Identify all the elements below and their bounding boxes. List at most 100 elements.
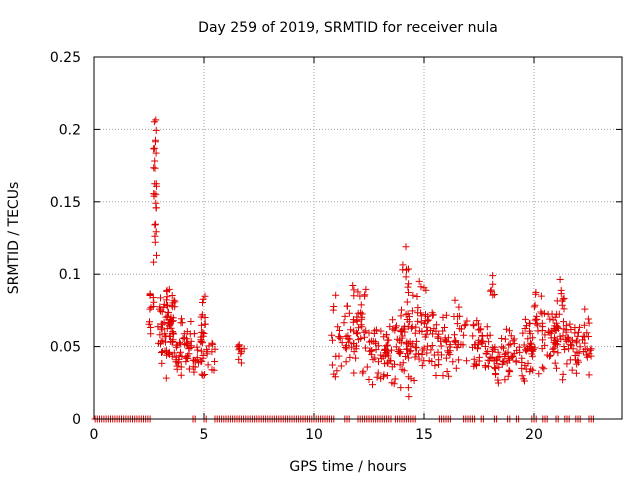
data-point [199,295,207,303]
data-point [405,280,413,288]
data-point [149,303,157,310]
data-point [341,344,349,351]
data-point [341,312,349,320]
data-point [201,371,209,378]
data-point [494,379,502,387]
data-point [163,302,171,310]
data-point [540,309,548,317]
data-point [435,361,443,369]
data-point [336,334,344,342]
data-point [552,326,560,334]
data-point [197,328,205,336]
data-point [485,338,493,346]
data-point [484,362,492,370]
data-point [362,285,370,293]
data-point [547,351,555,359]
data-point [417,318,425,326]
data-point [550,338,558,346]
data-point [182,358,190,366]
data-point [328,361,336,369]
data-point [584,333,592,340]
data-point [427,346,435,354]
data-point [450,337,458,345]
data-point [483,323,491,331]
data-point [490,291,498,298]
data-point [151,221,159,229]
data-point [357,301,365,309]
data-point [402,310,410,318]
data-point [434,334,442,342]
data-point [571,329,579,337]
data-point [392,343,400,351]
data-point [452,364,460,372]
data-point [417,283,425,291]
data-point [406,348,414,356]
data-point [164,301,172,309]
data-point [586,346,594,354]
data-point [354,288,362,296]
data-point [235,355,243,363]
data-point [587,345,595,353]
data-point [161,330,169,338]
data-point [507,332,515,340]
x-tick-label: 5 [200,427,209,443]
data-point [455,356,463,364]
data-point [526,319,534,327]
data-point [183,328,191,336]
data-point [481,343,489,350]
data-point [190,330,198,338]
data-point [372,346,380,354]
data-point [424,342,432,350]
data-point [187,318,195,325]
data-point [432,321,440,329]
data-point [177,348,184,356]
data-point [350,327,358,335]
y-tick-label: 0.25 [50,50,81,66]
data-point [331,373,339,381]
data-point [394,348,402,355]
data-point [584,315,592,323]
data-point [493,360,501,368]
data-point [338,339,346,347]
data-point [176,340,184,348]
data-point [546,315,554,323]
data-point [535,370,543,378]
data-point [185,365,193,373]
data-point [559,376,567,384]
data-point [194,346,202,354]
data-point [195,359,202,367]
chart-title: Day 259 of 2019, SRMTID for receiver nul… [198,20,498,36]
data-point [475,353,483,361]
data-point [551,359,559,367]
data-point [546,352,553,360]
data-point [344,302,351,310]
data-point [402,243,410,251]
data-point [163,286,171,294]
data-point [418,361,426,369]
data-point [337,362,345,370]
data-point [371,338,379,346]
data-point [360,328,368,336]
data-point [240,345,248,353]
data-point [237,350,245,358]
data-point [355,336,363,344]
data-point [531,316,539,324]
data-point [495,363,503,371]
data-point [169,336,177,344]
data-point [487,286,495,294]
data-point [355,324,362,332]
data-point [407,342,415,350]
data-point [172,353,180,361]
data-point [146,290,154,298]
data-point [152,204,160,212]
data-point [151,157,159,165]
data-point [560,318,567,326]
data-point [518,364,526,372]
data-point [356,292,364,300]
data-point [198,357,206,365]
data-point [531,301,539,309]
data-point [489,280,497,288]
data-point [400,367,408,375]
data-point [150,145,158,153]
data-point [190,368,198,376]
